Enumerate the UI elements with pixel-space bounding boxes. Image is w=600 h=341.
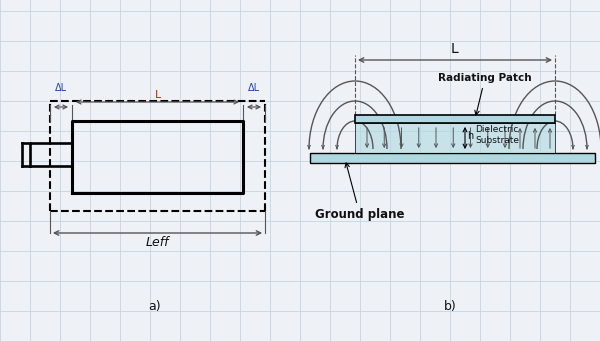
Text: Dielectric
Substrate: Dielectric Substrate: [475, 125, 519, 145]
Text: b): b): [443, 300, 457, 313]
Bar: [355, 123, 555, 153]
Text: ΔL: ΔL: [55, 83, 67, 93]
Text: h: h: [467, 131, 473, 141]
Text: Radiating Patch: Radiating Patch: [438, 73, 532, 115]
Text: L: L: [451, 42, 459, 56]
Text: Leff: Leff: [146, 236, 169, 249]
Bar: [355, 115, 555, 123]
Bar: [310, 153, 595, 163]
Text: ΔL: ΔL: [248, 83, 260, 93]
Text: L: L: [154, 90, 161, 100]
Text: a): a): [149, 300, 161, 313]
Text: Ground plane: Ground plane: [315, 163, 404, 221]
